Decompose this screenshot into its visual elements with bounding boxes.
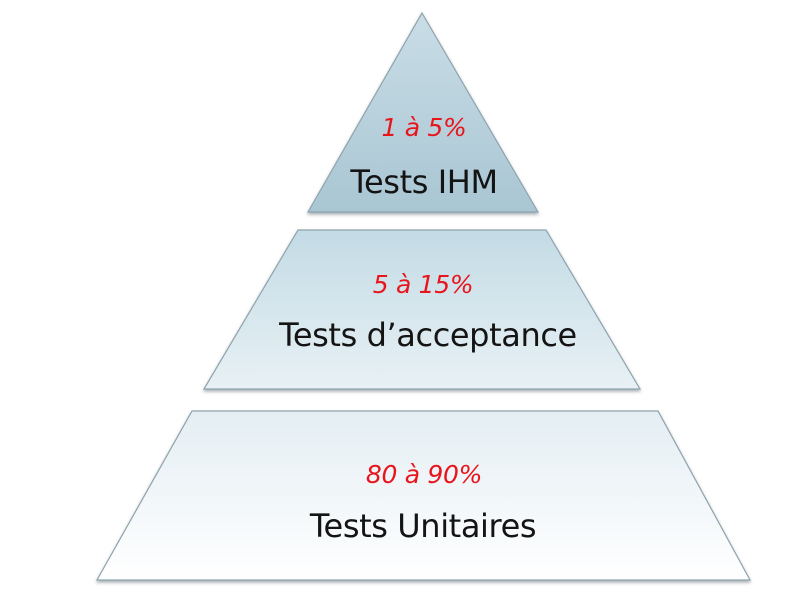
- tier-middle-label: Tests d’acceptance: [279, 316, 577, 354]
- pyramid-tier-middle: [202, 229, 642, 390]
- tier-top-percentage: 1 à 5%: [381, 113, 467, 142]
- tier-bottom-label: Tests Unitaires: [309, 507, 537, 545]
- tier-bottom-percentage: 80 à 90%: [365, 460, 483, 489]
- tier-top-label: Tests IHM: [350, 163, 498, 201]
- pyramid-tier-top: [306, 11, 540, 213]
- tier-middle-percentage: 5 à 15%: [372, 270, 474, 299]
- pyramid-tier-bottom: [95, 410, 752, 581]
